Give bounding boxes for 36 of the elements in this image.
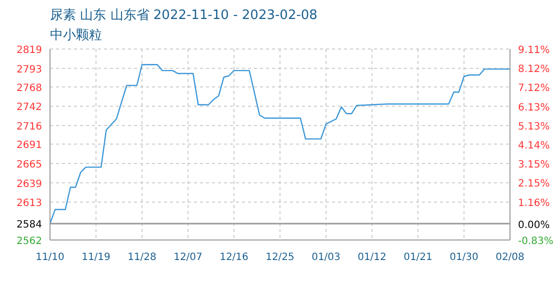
y-tick-label: 2562 — [16, 236, 42, 247]
y2-tick-label: 1.16% — [518, 198, 550, 209]
chart-subtitle: 中小颗粒 — [50, 27, 102, 44]
x-tick-label: 11/10 — [36, 252, 64, 263]
y2-tick-label: 9.11% — [518, 45, 550, 56]
y2-tick-label: 4.14% — [518, 140, 550, 152]
y2-tick-label: 7.12% — [518, 83, 550, 94]
y2-tick-label: 5.13% — [518, 121, 550, 132]
x-tick-label: 01/21 — [404, 252, 432, 263]
x-tick-label: 11/19 — [82, 252, 110, 263]
y-tick-label: 2742 — [16, 102, 42, 114]
y-tick-label: 2584 — [16, 220, 42, 231]
y2-tick-label: 8.12% — [518, 64, 550, 76]
y2-tick-label: 0.00% — [518, 220, 550, 232]
y-tick-label: 2665 — [16, 159, 42, 170]
x-tick-label: 12/07 — [174, 252, 202, 263]
chart-title: 尿素 山东 山东省 2022-11-10 - 2023-02-08 — [50, 7, 318, 24]
y2-tick-label: -0.83% — [518, 236, 554, 247]
y-tick-label: 2691 — [16, 140, 42, 152]
y2-tick-label: 6.13% — [518, 102, 550, 114]
y2-tick-label: 2.15% — [518, 178, 550, 190]
y-tick-label: 2819 — [16, 45, 42, 56]
y-tick-label: 2793 — [16, 64, 42, 76]
y-tick-label: 2613 — [16, 198, 42, 210]
x-tick-label: 01/12 — [358, 252, 386, 263]
x-tick-label: 01/03 — [312, 252, 340, 263]
x-tick-label: 12/25 — [266, 252, 294, 263]
x-tick-label: 02/08 — [496, 252, 524, 263]
line-series — [50, 64, 510, 224]
y2-tick-label: 3.15% — [518, 160, 550, 171]
y-tick-label: 2639 — [16, 178, 42, 190]
x-tick-label: 12/16 — [220, 252, 248, 263]
y-tick-label: 2768 — [16, 82, 42, 94]
x-tick-label: 11/28 — [128, 252, 156, 263]
y-tick-label: 2716 — [16, 122, 42, 133]
x-tick-label: 01/30 — [450, 252, 478, 263]
